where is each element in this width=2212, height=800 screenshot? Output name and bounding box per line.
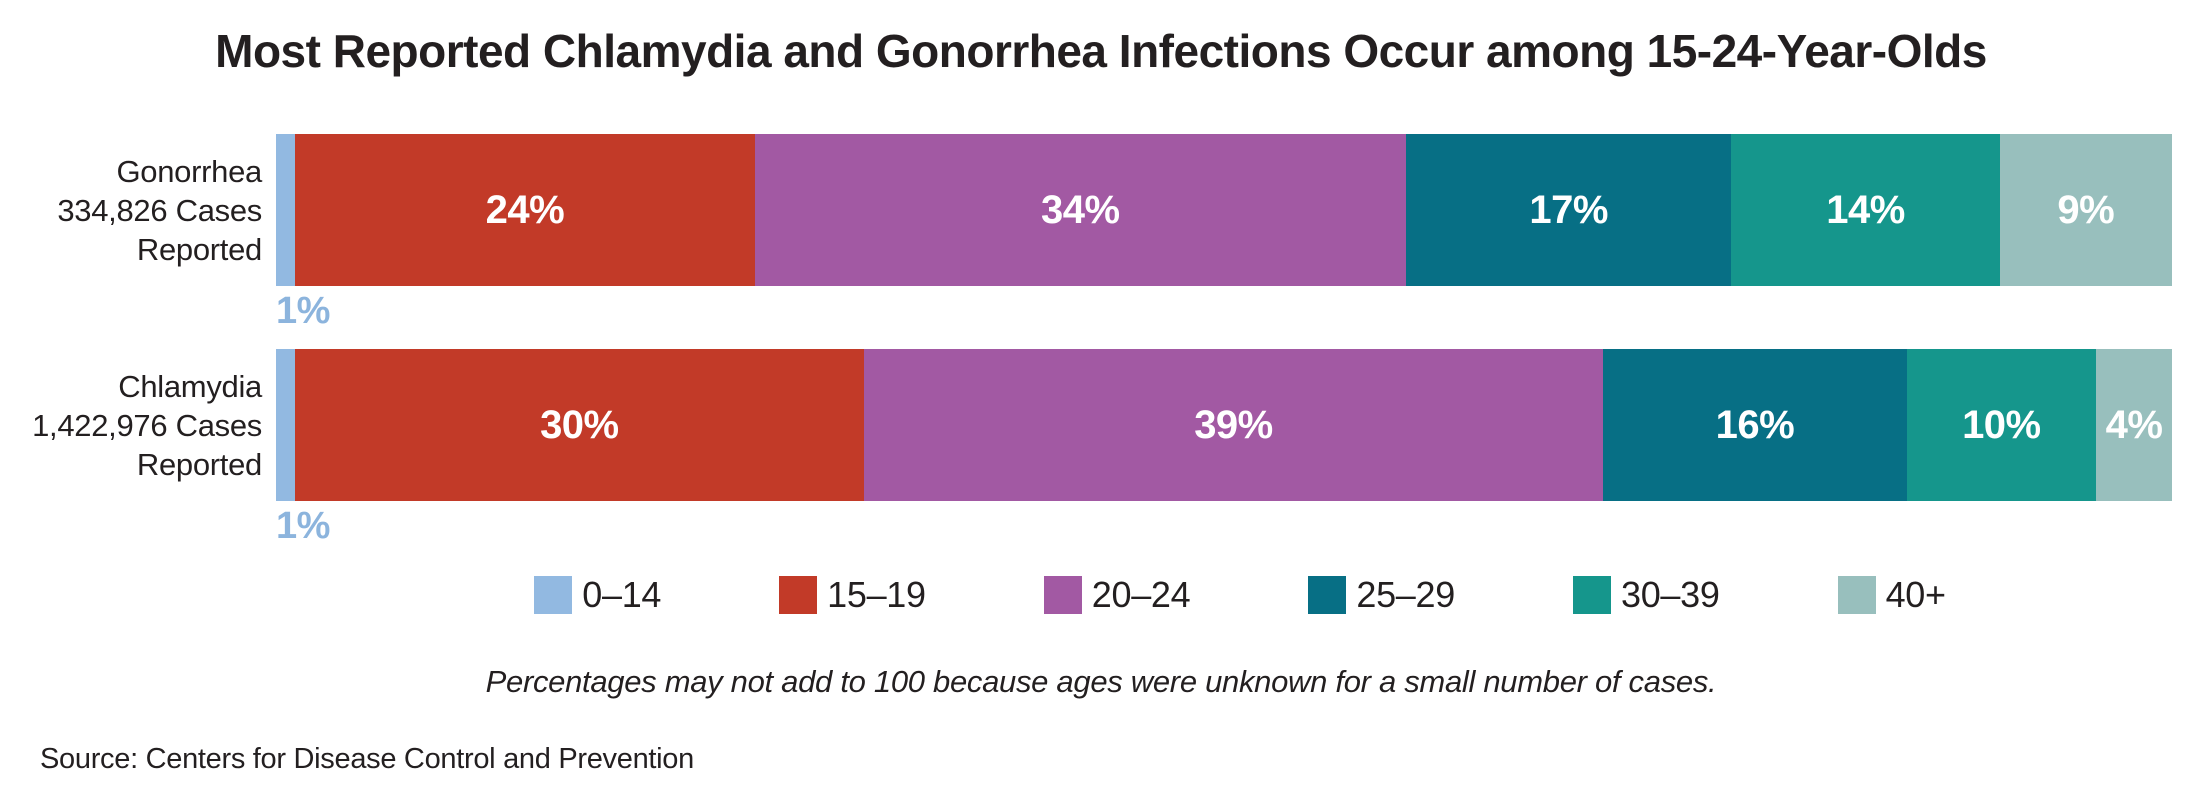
outside-value-label: 1% [276, 505, 330, 547]
row-label-line: 334,826 Cases [57, 192, 262, 228]
segment-value-label: 34% [1041, 187, 1120, 232]
segment-value-label: 10% [1962, 402, 2041, 447]
stacked-bar: 30% 39% 16% 10% 4% [276, 349, 2172, 501]
legend-swatch [1572, 576, 1611, 614]
legend-swatch [779, 576, 818, 614]
row-label-line: Gonorrhea [116, 153, 262, 189]
legend-label: 20–24 [1091, 574, 1191, 615]
legend-label: 40+ [1885, 574, 1946, 615]
row-label-line: Reported [136, 446, 262, 482]
legend-label: 25–29 [1356, 574, 1455, 615]
legend-item: 0–14 [534, 574, 661, 616]
bar-row: Chlamydia 1,422,976 Cases Reported 30% 39% 16… [30, 349, 2172, 548]
bar-segment: 24% [295, 134, 755, 286]
legend-swatch [1837, 576, 1876, 614]
legend-item: 25–29 [1308, 574, 1455, 616]
bar-segment [276, 134, 296, 286]
row-label: Gonorrhea 334,826 Cases Reported [30, 134, 276, 286]
legend-label: 30–39 [1620, 574, 1720, 615]
legend-label: 0–14 [582, 574, 662, 615]
segment-value-label: 9% [2057, 187, 2115, 232]
legend-label: 15–19 [827, 574, 926, 615]
stacked-bar: 24% 34% 17% 14% 9% [276, 134, 2172, 286]
bar-segment: 9% [1999, 134, 2172, 286]
bar-segment: 14% [1731, 134, 2000, 286]
segment-value-label: 4% [2105, 402, 2163, 447]
row-label-line: Reported [136, 231, 262, 267]
legend-item: 15–19 [779, 574, 926, 616]
bar-segment: 39% [863, 349, 1604, 501]
row-label: Chlamydia 1,422,976 Cases Reported [30, 349, 276, 501]
segment-value-label: 24% [485, 187, 565, 232]
row-label-line: Chlamydia [118, 368, 262, 404]
legend-item: 30–39 [1572, 574, 1720, 616]
segment-value-label: 30% [540, 402, 619, 447]
legend-item: 40+ [1837, 574, 1946, 616]
legend-item: 20–24 [1043, 574, 1191, 616]
bar-segment: 30% [294, 349, 864, 501]
segment-value-label: 17% [1529, 187, 1608, 232]
source-note: Source: Centers for Disease Control and … [40, 743, 694, 775]
legend: 0–14 15–19 20–24 25–29 30–39 40+ [30, 574, 2172, 616]
bar-row: Gonorrhea 334,826 Cases Reported 24% 34% 17% 1… [30, 134, 2172, 333]
segment-value-label: 39% [1194, 402, 1273, 447]
chart-title: Most Reported Chlamydia and Gonorrhea In… [215, 25, 1987, 77]
bar-segment: 16% [1603, 349, 1907, 501]
bar-area: 30% 39% 16% 10% 4% 1% [276, 349, 2172, 548]
segment-value-label: 14% [1826, 187, 1905, 232]
legend-swatch [1308, 576, 1347, 614]
bar-segment: 34% [754, 134, 1406, 286]
legend-swatch [1043, 576, 1082, 614]
bar-segment: 17% [1405, 134, 1732, 286]
bar-segment: 4% [2096, 349, 2172, 501]
outside-value-label: 1% [276, 290, 330, 332]
bar-segment [276, 349, 295, 501]
segment-value-label: 16% [1715, 402, 1795, 447]
bar-rows: Gonorrhea 334,826 Cases Reported 24% 34% 17% 1… [30, 134, 2172, 548]
row-label-line: 1,422,976 Cases [32, 407, 262, 443]
bar-segment: 10% [1906, 349, 2097, 501]
legend-swatch [534, 576, 573, 614]
bar-area: 24% 34% 17% 14% 9% 1% [276, 134, 2172, 333]
footnote: Percentages may not add to 100 because a… [485, 664, 1717, 699]
